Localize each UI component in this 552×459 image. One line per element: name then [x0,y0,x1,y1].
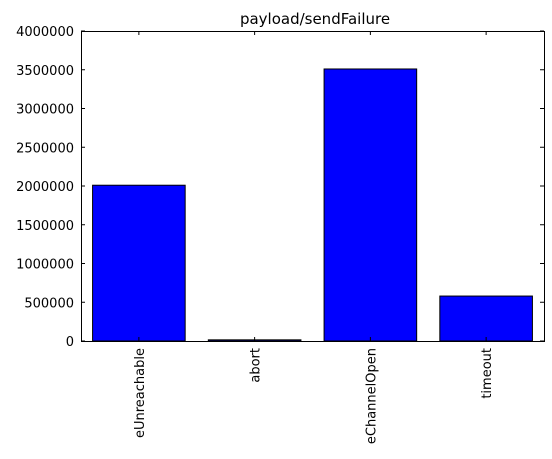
y-tick-label: 3500000 [16,64,74,79]
plot-frame [81,31,545,342]
y-tick-label: 3000000 [16,103,74,118]
x-tick-label: abort [249,348,264,383]
x-tick-label: eChannelOpen [364,348,379,444]
y-tick-label: 0 [66,335,74,350]
bar-eUnreachable [92,184,186,342]
x-tick-label: timeout [480,348,495,399]
y-tick-label: 500000 [24,296,74,311]
bar-timeout [439,295,533,342]
y-tick-label: 2500000 [16,141,74,156]
y-tick-label: 4000000 [16,25,74,40]
bar-eChannelOpen [323,68,418,342]
x-tick-label: eUnreachable [133,348,148,438]
y-tick-label: 2000000 [16,180,74,195]
x-axis: eUnreachable abort eChannelOpen timeout [133,31,495,444]
bars-group [92,68,533,342]
chart-title: payload/sendFailure [240,10,390,28]
y-tick-label: 1000000 [16,258,74,273]
y-axis: 0 500000 1000000 1500000 2000000 2500000 30000… [16,25,544,350]
y-tick-label: 1500000 [16,219,74,234]
